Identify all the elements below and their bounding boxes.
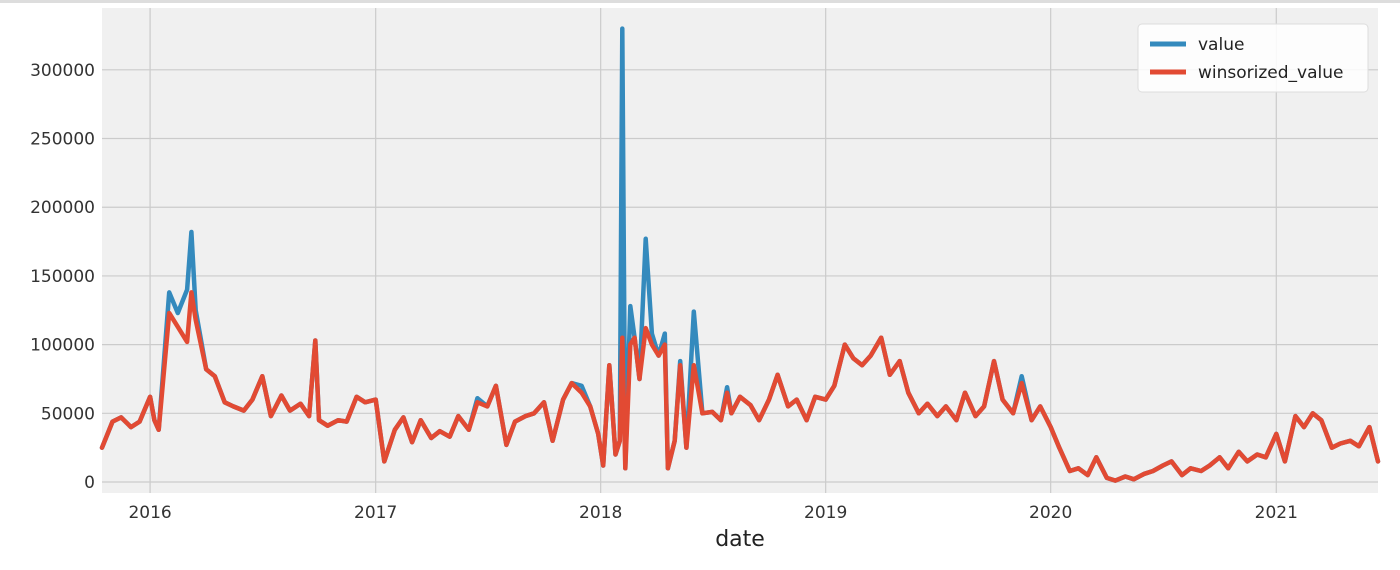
y-tick-labels: 0 50000 100000 150000 200000 250000 300000 [30, 61, 95, 493]
y-tick-label: 150000 [30, 267, 95, 287]
x-tick-label: 2017 [354, 503, 397, 523]
series-line-winsorized-value [99, 290, 1381, 483]
y-tick-label: 50000 [41, 404, 95, 424]
x-tick-label: 2016 [128, 503, 171, 523]
x-tick-label: 2021 [1255, 503, 1298, 523]
legend-box [1137, 23, 1369, 93]
y-tick-label: 200000 [30, 198, 95, 218]
y-tick-label: 100000 [30, 336, 95, 356]
y-tick-label: 300000 [30, 61, 95, 81]
y-tick-label: 0 [84, 473, 95, 493]
legend-label-winsorized-value: winsorized_value [1198, 63, 1343, 83]
x-axis-label: date [715, 527, 765, 552]
legend: value winsorized_value [1137, 23, 1369, 93]
x-tick-label: 2018 [579, 503, 622, 523]
y-tick-label: 250000 [30, 130, 95, 150]
legend-label-value: value [1198, 35, 1244, 55]
series-lines [99, 26, 1381, 483]
x-tick-labels: 2016 2017 2018 2019 2020 2021 [128, 503, 1297, 523]
top-border-line [0, 0, 1400, 3]
x-tick-label: 2019 [804, 503, 847, 523]
x-tick-label: 2020 [1029, 503, 1072, 523]
